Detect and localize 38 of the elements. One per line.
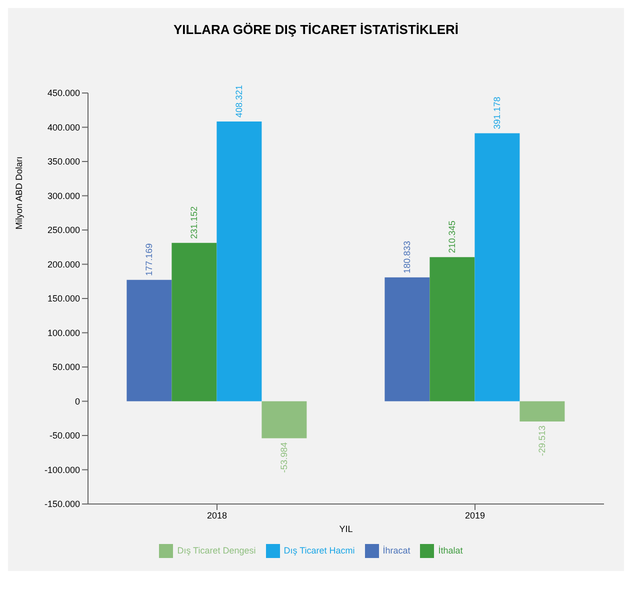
data-label: 180.833 bbox=[402, 240, 412, 274]
bar bbox=[474, 133, 520, 402]
y-tick-label: 0 bbox=[74, 396, 80, 406]
bar bbox=[384, 277, 430, 402]
y-tick-label: -50.000 bbox=[49, 430, 80, 441]
x-axis-title: YIL bbox=[339, 524, 353, 534]
y-tick-label: 50.000 bbox=[52, 362, 80, 372]
x-tick-label: 2019 bbox=[464, 510, 486, 520]
chart-title: YILLARA GÖRE DIŞ TİCARET İSTATİSTİKLERİ bbox=[172, 22, 460, 37]
y-tick-label: 200.000 bbox=[47, 259, 80, 270]
legend-label: Dış Ticaret Dengesi bbox=[177, 545, 256, 556]
y-tick-label: 450.000 bbox=[47, 88, 80, 98]
data-label: -53.984 bbox=[279, 442, 290, 473]
y-tick-label: 100.000 bbox=[47, 328, 80, 338]
y-tick-label: -150.000 bbox=[44, 499, 80, 510]
bar bbox=[262, 401, 307, 438]
data-label: -29.513 bbox=[537, 425, 548, 456]
legend-label: İthalat bbox=[438, 545, 463, 556]
y-axis-title: Milyon ABD Doları bbox=[14, 155, 24, 232]
legend-label: Dış Ticaret Hacmi bbox=[284, 545, 355, 556]
y-tick-label: 250.000 bbox=[47, 225, 80, 236]
y-tick-label: 150.000 bbox=[47, 294, 80, 304]
data-label: 177.169 bbox=[144, 243, 154, 276]
y-tick-label: 300.000 bbox=[47, 190, 80, 201]
y-tick-label: 400.000 bbox=[47, 122, 80, 132]
x-tick-label: 2018 bbox=[206, 510, 228, 520]
bar bbox=[172, 242, 217, 402]
data-label: 391.178 bbox=[492, 96, 502, 130]
bar bbox=[126, 280, 172, 402]
legend-label: İhracat bbox=[382, 545, 410, 556]
data-label: 210.345 bbox=[447, 220, 458, 254]
bar bbox=[216, 122, 262, 402]
y-tick-label: -100.000 bbox=[44, 464, 80, 475]
bar bbox=[430, 257, 475, 402]
bar bbox=[520, 401, 565, 422]
data-label: 408.321 bbox=[234, 85, 244, 118]
y-tick-label: 350.000 bbox=[47, 156, 80, 167]
data-label: 231.152 bbox=[189, 206, 200, 239]
